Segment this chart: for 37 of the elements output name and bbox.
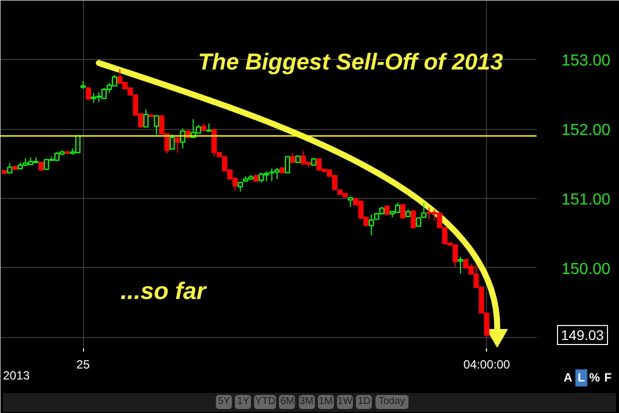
text: Today bbox=[375, 395, 408, 409]
candlestick bbox=[238, 182, 243, 192]
y-tick-label: 151.00 bbox=[562, 191, 611, 208]
text: 1D bbox=[356, 395, 372, 409]
candlestick bbox=[154, 115, 160, 136]
text: 1Y bbox=[235, 395, 252, 409]
text: A bbox=[564, 369, 572, 386]
candlestick bbox=[458, 256, 464, 274]
candlestick bbox=[410, 210, 416, 228]
text: L bbox=[576, 369, 587, 387]
candlestick bbox=[348, 196, 354, 208]
text: % bbox=[589, 369, 600, 386]
text: 2013 bbox=[3, 367, 30, 384]
text: 1M bbox=[318, 395, 334, 409]
candlestick bbox=[174, 136, 180, 154]
candlestick bbox=[86, 87, 91, 100]
text: 3M bbox=[298, 395, 315, 409]
y-tick-label: 153.00 bbox=[562, 52, 611, 70]
y-tick-label: 150.00 bbox=[562, 260, 611, 278]
text: 6M bbox=[279, 395, 296, 409]
text: 5Y bbox=[216, 395, 232, 409]
annotation: ...so far bbox=[120, 278, 208, 305]
text: YTD bbox=[254, 395, 276, 409]
candlestick bbox=[143, 109, 149, 128]
candlestick bbox=[400, 204, 406, 219]
text: 149.03 bbox=[557, 324, 608, 345]
candlestick bbox=[7, 162, 12, 174]
candlestick bbox=[170, 134, 175, 150]
x-tick-label: 04:00:00 bbox=[463, 358, 510, 372]
candlestick bbox=[180, 128, 186, 149]
candlestick bbox=[284, 156, 290, 174]
text: The Biggest Sell-Off of 2013 bbox=[198, 48, 504, 74]
x-tick-label: 25 bbox=[76, 358, 90, 372]
text: 1W bbox=[336, 395, 353, 409]
y-tick-label: 152.00 bbox=[562, 122, 611, 140]
text: F bbox=[604, 369, 612, 386]
candlestick bbox=[290, 152, 296, 163]
